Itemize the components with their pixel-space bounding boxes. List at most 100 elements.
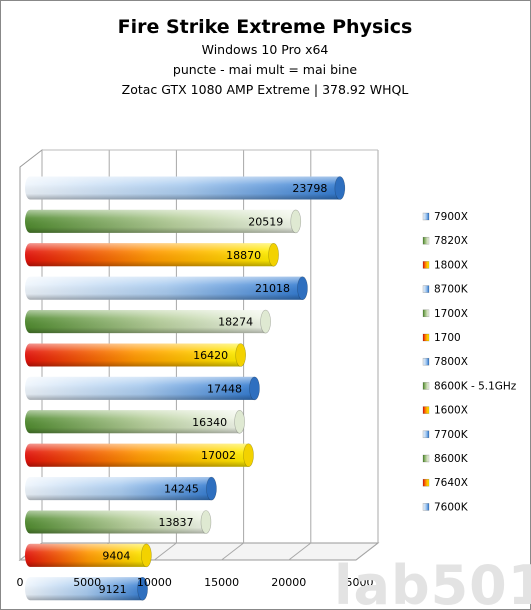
legend: 7900X 7820X 1800X 8700K 1700X 1700 7800X 8600K …: [422, 211, 517, 513]
legend-swatch: [422, 406, 430, 414]
bar-shade: [25, 243, 279, 267]
bar-shade: [25, 276, 308, 300]
legend-swatch: [422, 333, 430, 342]
legend-item: 8600K - 5.1GHz: [422, 380, 517, 392]
legend-item: 7800X: [422, 356, 468, 368]
bar: [25, 510, 212, 534]
watermark: lab501: [334, 554, 531, 610]
value-label: 16340: [192, 416, 227, 429]
bar: [25, 476, 217, 501]
value-labels: 23798 20519 18870 21018 18274 16420 17448 16340…: [99, 182, 328, 596]
legend-swatch: [422, 503, 430, 511]
chart-title: Fire Strike Extreme Physics: [118, 16, 413, 38]
bars: [25, 176, 346, 601]
x-tick-label: 25000: [339, 576, 374, 589]
bar-shade: [25, 577, 148, 601]
legend-item: 1700X: [422, 308, 468, 320]
bar-cap: [243, 443, 254, 468]
value-label: 17002: [201, 449, 236, 462]
gridline-floor: [221, 542, 244, 561]
legend-item: 7900X: [422, 211, 468, 223]
value-label: 18274: [218, 316, 253, 329]
bar-cap: [249, 376, 260, 401]
bar-cap: [297, 276, 308, 301]
chart-subtitle-2: puncte - mai mult = mai bine: [173, 62, 357, 77]
gridline-floor: [154, 542, 177, 561]
legend-item: 7700K: [422, 429, 469, 441]
bar: [25, 409, 245, 434]
bar: [25, 376, 260, 401]
legend-item: 7640X: [422, 477, 468, 489]
legend-swatch: [422, 212, 430, 221]
x-tick-label: 15000: [204, 576, 239, 589]
legend-swatch: [422, 236, 430, 245]
value-label: 14245: [164, 483, 199, 496]
legend-item: 8700K: [422, 284, 469, 296]
value-label: 16420: [193, 349, 228, 362]
bar-cap: [268, 243, 279, 267]
bar-shade: [25, 510, 211, 534]
legend-label: 7800X: [434, 356, 468, 368]
value-label: 9404: [102, 549, 130, 562]
gridline-floor: [355, 542, 379, 561]
legend-swatch: [422, 309, 430, 318]
bar-cap: [141, 543, 152, 568]
legend-swatch: [422, 285, 430, 293]
bar-cap: [137, 576, 148, 601]
bar-cap: [206, 476, 217, 501]
legend-swatch: [422, 261, 430, 269]
legend-label: 7820X: [434, 235, 468, 247]
bar-cap: [334, 176, 346, 200]
value-label: 9121: [99, 583, 127, 596]
bar: [25, 176, 346, 200]
legend-label: 8600K: [434, 453, 469, 465]
legend-label: 1600X: [434, 405, 468, 417]
legend-item: 1700: [422, 332, 461, 344]
value-label: 20519: [248, 215, 283, 228]
legend-item: 7600K: [422, 501, 469, 513]
bar-shade: [25, 310, 271, 334]
bar-shade: [25, 376, 260, 400]
value-label: 23798: [292, 182, 327, 195]
bar: [25, 276, 308, 301]
bar: [25, 243, 279, 267]
legend-item: 1800X: [422, 259, 468, 271]
bar-shade: [25, 443, 254, 467]
legend-label: 7900X: [434, 211, 468, 223]
legend-swatch: [422, 382, 430, 390]
legend-label: 1800X: [434, 259, 468, 271]
bar: [25, 343, 246, 367]
chart-subtitle-3: Zotac GTX 1080 AMP Extreme | 378.92 WHQL: [122, 82, 409, 97]
legend-label: 1700X: [434, 308, 468, 320]
x-ticks: 0 5000 10000 15000 20000 25000: [17, 576, 374, 589]
x-tick-label: 0: [17, 576, 24, 589]
legend-item: 8600K: [422, 453, 469, 465]
bar-shade: [25, 209, 301, 233]
legend-label: 8700K: [434, 284, 469, 296]
bar: [25, 576, 148, 601]
bar-shade: [25, 176, 345, 200]
chart-subtitle-1: Windows 10 Pro x64: [202, 42, 329, 57]
bar-cap: [234, 409, 245, 434]
legend-label: 8600K - 5.1GHz: [434, 380, 517, 392]
bar: [25, 543, 152, 568]
value-label: 21018: [255, 282, 290, 295]
legend-label: 1700: [434, 332, 461, 344]
legend-swatch: [422, 430, 430, 439]
value-label: 18870: [226, 249, 261, 262]
legend-item: 7820X: [422, 235, 468, 247]
bar: [25, 209, 302, 234]
legend-swatch: [422, 357, 430, 366]
bar-shade: [25, 477, 217, 501]
legend-swatch: [422, 478, 430, 487]
legend-swatch: [422, 454, 430, 463]
bar: [25, 309, 271, 334]
bar-shade: [25, 410, 245, 434]
value-label: 13837: [158, 516, 193, 529]
x-tick-label: 10000: [137, 576, 172, 589]
legend-label: 7600K: [434, 501, 469, 513]
bar-shade: [25, 343, 246, 367]
legend-label: 7700K: [434, 429, 469, 441]
